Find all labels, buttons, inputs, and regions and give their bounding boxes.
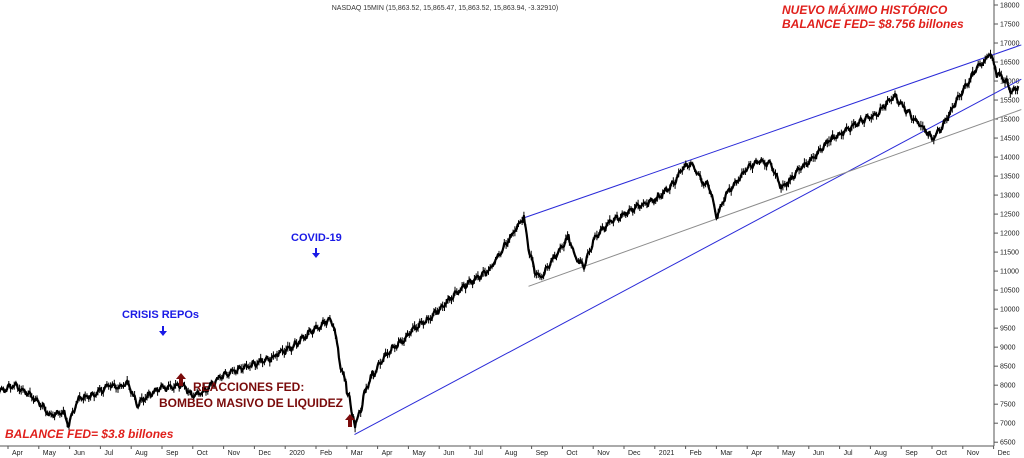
chart-header: NASDAQ 15MIN (15,863.52, 15,865.47, 15,8… <box>332 5 559 12</box>
x-tick-label: Apr <box>12 450 24 457</box>
x-tick-label: Aug <box>505 450 518 457</box>
y-tick-label: 14500 <box>1000 136 1020 143</box>
trendline-layer <box>354 44 1022 436</box>
gray-trendline <box>528 109 1022 287</box>
x-tick-label: Dec <box>628 450 641 457</box>
y-tick-label: 8500 <box>1000 364 1016 371</box>
y-tick-label: 9000 <box>1000 345 1016 352</box>
fed-arrow-shaft <box>179 379 183 386</box>
x-tick-label: 2020 <box>289 450 305 457</box>
annotation-new-high: NUEVO MÁXIMO HISTÓRICO <box>782 2 948 17</box>
x-tick-label: Apr <box>382 450 394 457</box>
y-tick-label: 12000 <box>1000 231 1020 238</box>
annotation-fed-reaction: REACCIONES FED: <box>193 380 304 394</box>
x-tick-label: Mar <box>351 450 364 457</box>
y-tick-label: 10000 <box>1000 307 1020 314</box>
price-range-bars <box>0 49 1018 433</box>
y-tick-label: 17000 <box>1000 41 1020 48</box>
y-tick-label: 7000 <box>1000 421 1016 428</box>
channel-trendline <box>354 78 1022 436</box>
x-tick-label: 2021 <box>659 450 675 457</box>
covid-arrow-head <box>312 253 320 258</box>
y-tick-label: 8000 <box>1000 383 1016 390</box>
price-series-layer <box>0 49 1020 433</box>
y-tick-label: 13500 <box>1000 174 1020 181</box>
x-tick-label: May <box>412 450 426 457</box>
x-tick-label: Jun <box>443 450 454 457</box>
x-tick-label: Feb <box>690 450 702 457</box>
x-tick-label: Nov <box>228 450 241 457</box>
x-tick-label: Sep <box>905 450 918 457</box>
bottom-arrow-shaft <box>348 420 352 427</box>
y-tick-label: 11000 <box>1000 269 1019 276</box>
x-tick-label: Oct <box>197 450 208 457</box>
x-tick-label: Oct <box>566 450 577 457</box>
x-tick-label: Sep <box>536 450 549 457</box>
x-tick-label: Feb <box>320 450 332 457</box>
bottom-arrow-head <box>345 414 355 420</box>
y-tick-label: 6500 <box>1000 440 1016 447</box>
x-tick-label: Nov <box>967 450 980 457</box>
annotation-repos: CRISIS REPOs <box>122 309 199 321</box>
y-tick-label: 11500 <box>1000 250 1019 257</box>
annotation-balance-top: BALANCE FED= $8.756 billones <box>782 17 964 31</box>
x-tick-label: Sep <box>166 450 179 457</box>
x-tick-label: Jun <box>813 450 824 457</box>
repos-arrow-head <box>159 331 167 336</box>
y-tick-label: 13000 <box>1000 193 1020 200</box>
x-tick-label: Jul <box>474 450 483 457</box>
annotation-balance-bottom: BALANCE FED= $3.8 billones <box>5 427 174 441</box>
y-tick-label: 15000 <box>1000 117 1020 124</box>
x-tick-label: Mar <box>720 450 733 457</box>
x-tick-label: Aug <box>874 450 887 457</box>
x-tick-label: Jun <box>74 450 85 457</box>
x-tick-label: Jul <box>104 450 113 457</box>
y-tick-label: 9500 <box>1000 326 1016 333</box>
fed-arrow-head <box>176 373 186 379</box>
annotation-covid: COVID-19 <box>291 232 342 244</box>
y-tick-label: 12500 <box>1000 212 1020 219</box>
x-tick-label: Oct <box>936 450 947 457</box>
y-tick-label: 15500 <box>1000 98 1020 105</box>
x-tick-label: Aug <box>135 450 148 457</box>
y-tick-label: 7500 <box>1000 402 1016 409</box>
x-tick-label: May <box>782 450 796 457</box>
x-tick-label: Nov <box>597 450 610 457</box>
x-tick-label: Dec <box>258 450 271 457</box>
x-tick-label: Dec <box>998 450 1011 457</box>
y-tick-label: 14000 <box>1000 155 1020 162</box>
x-tick-label: Jul <box>844 450 853 457</box>
y-tick-label: 16000 <box>1000 79 1020 86</box>
y-tick-label: 18000 <box>1000 3 1020 10</box>
x-tick-label: Apr <box>751 450 763 457</box>
y-tick-label: 17500 <box>1000 22 1020 29</box>
x-tick-label: May <box>43 450 57 457</box>
annotation-arrows <box>159 248 355 427</box>
annotation-fed-liquidity: BOMBEO MASIVO DE LIQUIDEZ <box>159 396 343 410</box>
y-tick-label: 16500 <box>1000 60 1020 67</box>
y-tick-label: 10500 <box>1000 288 1020 295</box>
channel-trendline <box>523 44 1022 219</box>
